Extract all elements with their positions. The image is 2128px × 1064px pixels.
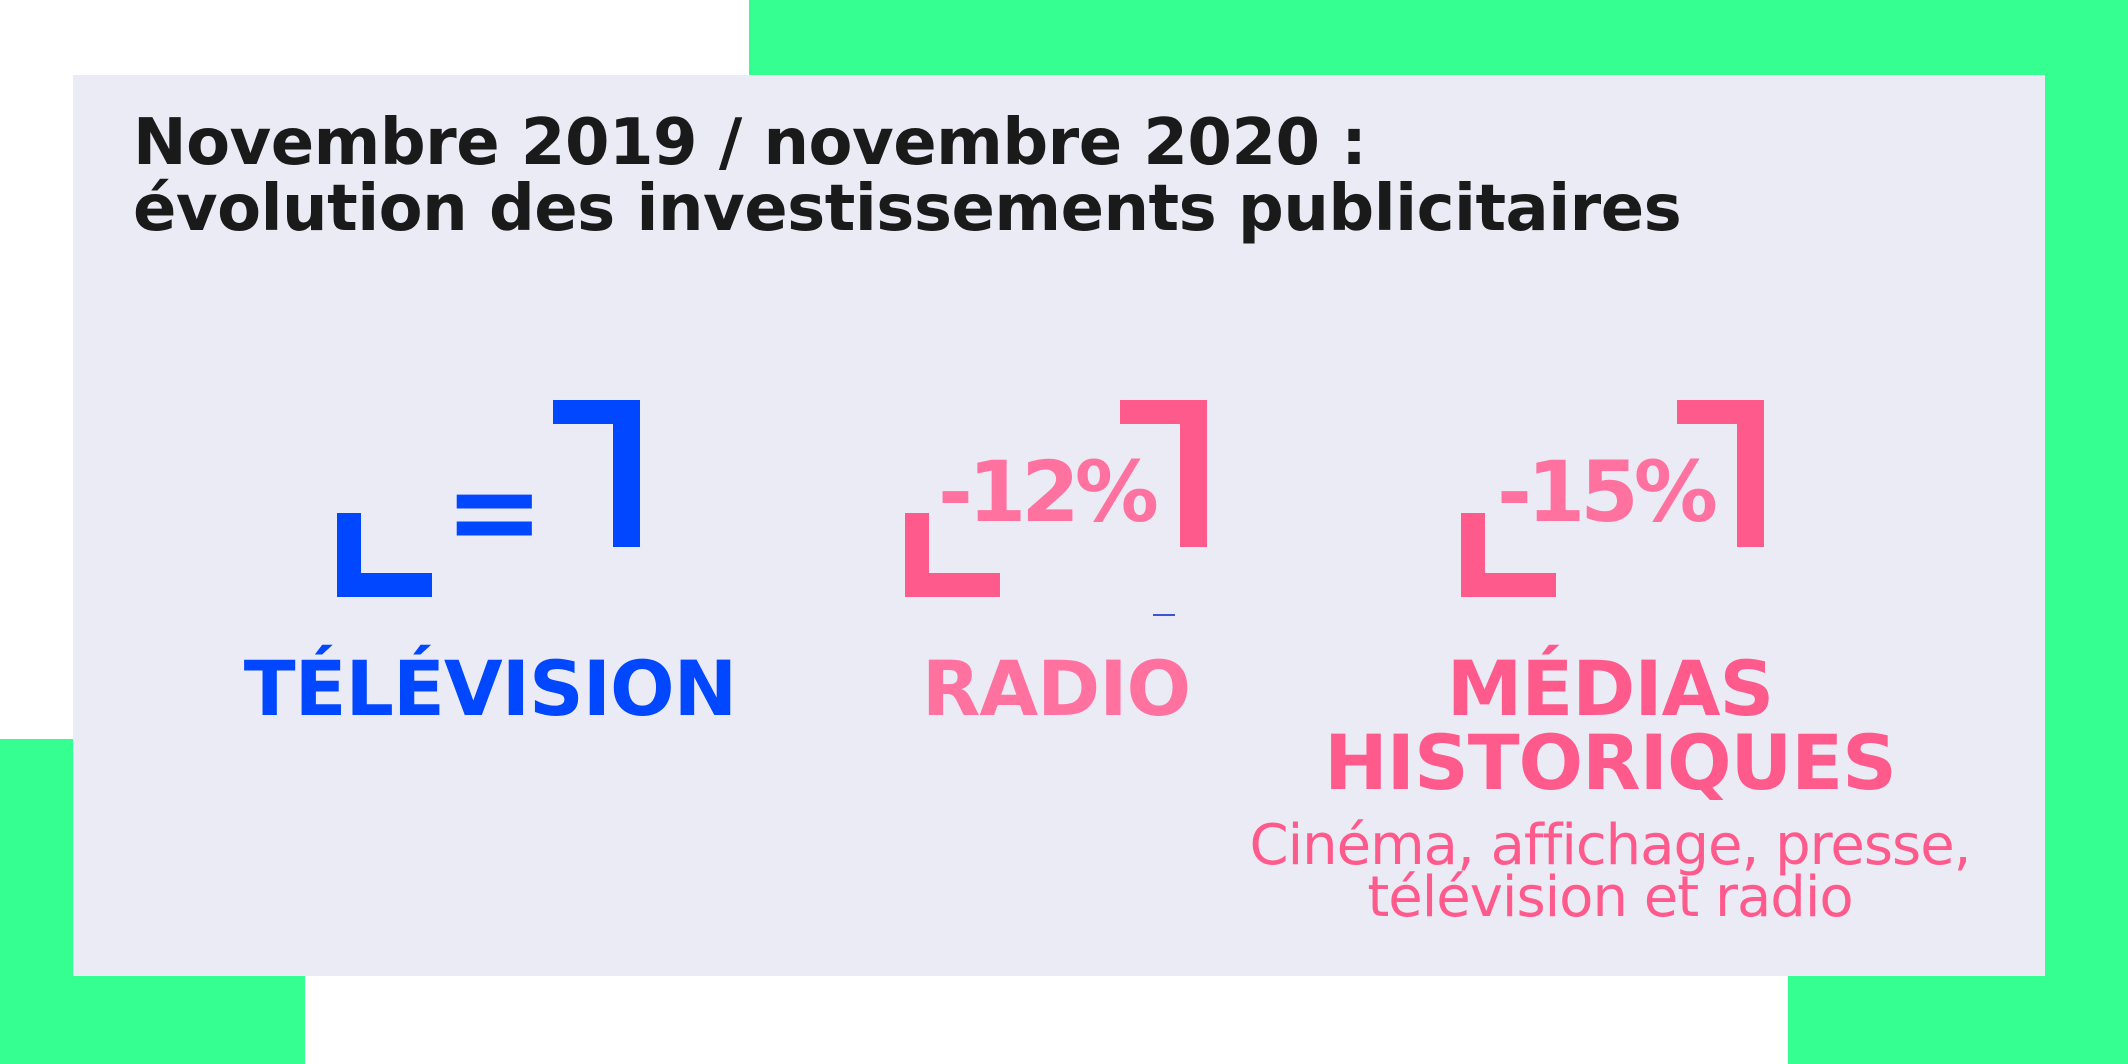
stat-label-line-2: HISTORIQUES [1324, 718, 1897, 807]
stat-label-television: TÉLÉVISION [190, 644, 790, 733]
stat-label-line-1: MÉDIAS [1446, 644, 1774, 733]
stat-label-radio: RADIO [806, 644, 1306, 733]
sublabel-line-1: Cinéma, affichage, presse, [1249, 813, 1972, 878]
bracket-top-right-icon [553, 400, 640, 547]
title-line-1: Novembre 2019 / novembre 2020 : [133, 106, 1367, 180]
content-panel [73, 75, 2045, 976]
sublabel-line-2: télévision et radio [1367, 865, 1853, 930]
bracket-bottom-left-icon [1461, 513, 1556, 597]
bracket-top-right-icon [1677, 400, 1764, 547]
stat-value-radio: -12% [938, 443, 1159, 541]
small-dash-mark [1153, 614, 1175, 616]
green-deco-right-side [2045, 0, 2128, 1064]
stat-label-radio-text: RADIO [921, 644, 1191, 733]
stat-label-television-text: TÉLÉVISION [243, 644, 737, 733]
stat-value-television: = [444, 443, 545, 582]
bracket-bottom-left-icon [905, 513, 1000, 597]
stat-value-historical-media: -15% [1497, 443, 1718, 541]
title-line-2: évolution des investissements publicitai… [133, 172, 1682, 246]
page-title: Novembre 2019 / novembre 2020 : évolutio… [133, 106, 1682, 246]
stat-label-historical-media: MÉDIAS HISTORIQUES [1280, 644, 1940, 807]
green-deco-bottom-right [1788, 976, 2128, 1064]
bracket-bottom-left-icon [337, 513, 432, 597]
bracket-top-right-icon [1120, 400, 1207, 547]
green-deco-top-right [749, 0, 2128, 83]
stat-sublabel-historical-media: Cinéma, affichage, presse, télévision et… [1210, 813, 2010, 930]
